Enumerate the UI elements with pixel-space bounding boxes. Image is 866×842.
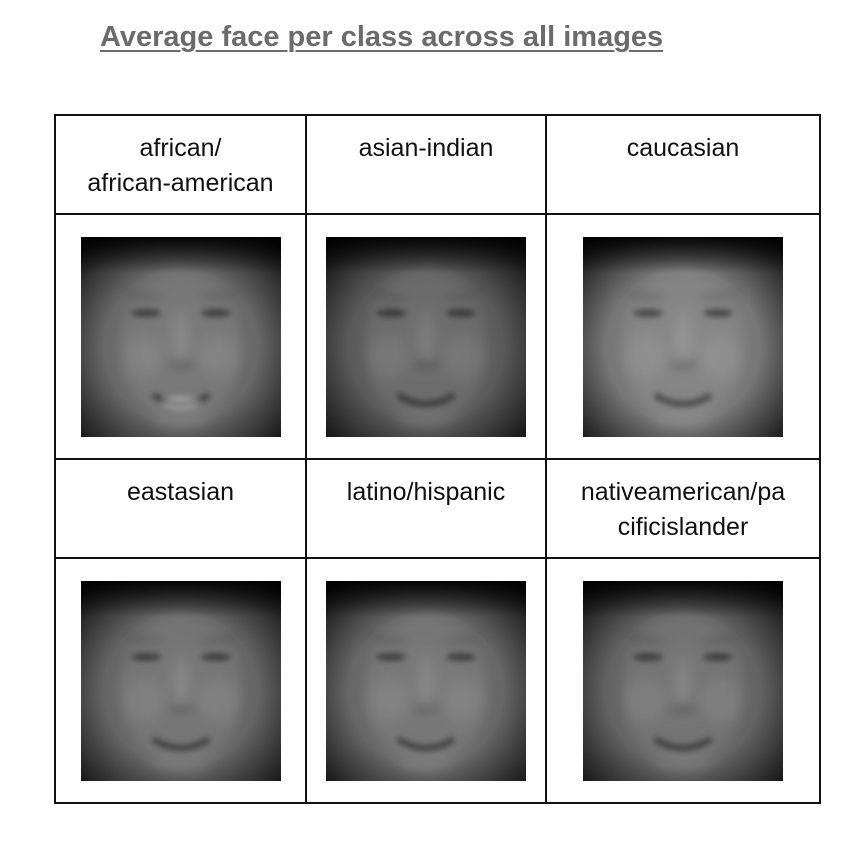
- face-photo: [80, 236, 281, 437]
- class-label-cell: caucasian: [545, 114, 821, 215]
- table-row: [54, 213, 821, 460]
- face-cell: [545, 557, 821, 804]
- face-cell: [305, 557, 547, 804]
- class-label-cell: asian-indian: [305, 114, 547, 215]
- class-label-cell: eastasian: [54, 458, 307, 559]
- face-photo: [583, 236, 783, 437]
- class-label: latino/hispanic: [346, 478, 506, 506]
- average-face-image: [583, 236, 783, 437]
- class-label: asian-indian: [358, 134, 494, 162]
- face-photo: [326, 580, 526, 781]
- class-label-cell: nativeamerican/pa cificislander: [545, 458, 821, 559]
- class-label: caucasian: [626, 134, 740, 162]
- class-label-cell: latino/hispanic: [305, 458, 547, 559]
- average-face-image: [326, 236, 526, 437]
- face-photo: [326, 236, 526, 437]
- class-label: african/ african-american: [87, 134, 274, 197]
- class-label: nativeamerican/pa cificislander: [580, 478, 786, 541]
- face-cell: [54, 213, 307, 460]
- average-face-image: [583, 580, 783, 781]
- class-label-cell: african/ african-american: [54, 114, 307, 215]
- table-row: african/ african-american asian-indian c…: [54, 114, 821, 215]
- face-cell: [54, 557, 307, 804]
- face-cell: [305, 213, 547, 460]
- average-face-image: [80, 580, 281, 781]
- table-row: [54, 557, 821, 804]
- faces-table: african/ african-american asian-indian c…: [54, 114, 821, 804]
- face-cell: [545, 213, 821, 460]
- face-photo: [583, 580, 783, 781]
- page-title: Average face per class across all images: [100, 21, 664, 53]
- face-photo: [80, 580, 281, 781]
- average-face-image: [80, 236, 281, 437]
- class-label: eastasian: [126, 478, 235, 506]
- table-row: eastasian latino/hispanic nativeamerican…: [54, 458, 821, 559]
- average-face-image: [326, 580, 526, 781]
